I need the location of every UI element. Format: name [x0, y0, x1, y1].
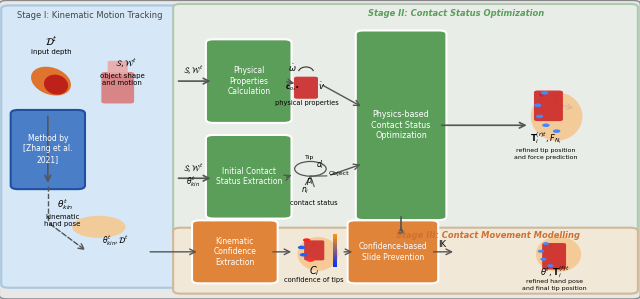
Text: physical properties: physical properties	[275, 100, 339, 106]
Text: $\theta^t_{kin}, \mathcal{D}^t$: $\theta^t_{kin}, \mathcal{D}^t$	[102, 233, 129, 248]
FancyBboxPatch shape	[333, 241, 337, 243]
Ellipse shape	[44, 75, 68, 94]
FancyBboxPatch shape	[356, 30, 447, 220]
Circle shape	[542, 123, 550, 127]
FancyBboxPatch shape	[333, 243, 337, 244]
Circle shape	[536, 115, 543, 118]
Circle shape	[307, 258, 314, 262]
FancyBboxPatch shape	[173, 4, 638, 236]
FancyBboxPatch shape	[192, 220, 278, 283]
FancyBboxPatch shape	[333, 258, 337, 260]
Text: $d_i$: $d_i$	[316, 158, 324, 171]
FancyBboxPatch shape	[333, 253, 337, 255]
Text: kinematic
hand pose: kinematic hand pose	[44, 214, 81, 228]
Text: confidence of tips: confidence of tips	[284, 277, 344, 283]
Text: $\mathcal{D}^t$: $\mathcal{D}^t$	[45, 34, 58, 48]
Circle shape	[538, 250, 544, 253]
Text: $\mathbf{c}_o$,$\bullet$: $\mathbf{c}_o$,$\bullet$	[285, 84, 300, 93]
Text: Confidence-based
Slide Prevention: Confidence-based Slide Prevention	[358, 242, 428, 262]
FancyBboxPatch shape	[333, 239, 337, 241]
Text: Physics-based
Contact Status
Optimization: Physics-based Contact Status Optimizatio…	[371, 110, 431, 140]
Circle shape	[541, 91, 548, 95]
FancyBboxPatch shape	[333, 244, 337, 246]
Text: $\dot{\omega}$: $\dot{\omega}$	[289, 62, 297, 74]
Circle shape	[540, 258, 547, 261]
Ellipse shape	[536, 237, 581, 272]
Text: input depth: input depth	[31, 49, 71, 55]
Text: Stage II: Contact Status Optimization: Stage II: Contact Status Optimization	[368, 9, 544, 18]
Text: refined tip position: refined tip position	[516, 148, 575, 153]
FancyBboxPatch shape	[1, 5, 185, 288]
Text: $\theta^t, \mathbf{T}_i^{(f)t}$: $\theta^t, \mathbf{T}_i^{(f)t}$	[540, 264, 570, 280]
FancyBboxPatch shape	[333, 238, 337, 239]
Circle shape	[534, 103, 541, 107]
FancyBboxPatch shape	[333, 236, 337, 238]
FancyBboxPatch shape	[333, 234, 337, 236]
Text: contact status: contact status	[291, 200, 338, 206]
FancyBboxPatch shape	[348, 220, 438, 283]
Text: $C_i$: $C_i$	[309, 264, 319, 278]
Text: $\theta^t_{kin}$: $\theta^t_{kin}$	[186, 174, 200, 189]
FancyBboxPatch shape	[333, 255, 337, 256]
FancyBboxPatch shape	[333, 248, 337, 250]
Text: Object: Object	[329, 171, 349, 176]
FancyBboxPatch shape	[542, 243, 566, 269]
Text: $\mathbf{T}_i^{(r)t}, F_{N_i}$: $\mathbf{T}_i^{(r)t}, F_{N_i}$	[530, 130, 562, 146]
FancyBboxPatch shape	[173, 228, 638, 294]
Ellipse shape	[72, 216, 125, 238]
Text: $\mathcal{S}, \mathcal{W}^t$: $\mathcal{S}, \mathcal{W}^t$	[183, 63, 204, 77]
Circle shape	[547, 264, 554, 267]
FancyBboxPatch shape	[333, 265, 337, 267]
FancyBboxPatch shape	[304, 240, 324, 260]
Text: Kinematic
Confidence
Extraction: Kinematic Confidence Extraction	[213, 237, 256, 267]
FancyBboxPatch shape	[206, 135, 292, 219]
FancyBboxPatch shape	[108, 61, 128, 75]
Text: Stage III: Contact Movement Modelling: Stage III: Contact Movement Modelling	[396, 231, 580, 240]
FancyBboxPatch shape	[333, 261, 337, 263]
FancyBboxPatch shape	[333, 251, 337, 253]
Text: IK: IK	[438, 239, 446, 248]
FancyBboxPatch shape	[101, 72, 134, 103]
FancyBboxPatch shape	[333, 263, 337, 265]
Text: Initial Contact
Status Extraction: Initial Contact Status Extraction	[216, 167, 282, 187]
Text: Method by
[Zhang et al.
2021]: Method by [Zhang et al. 2021]	[23, 134, 72, 164]
FancyBboxPatch shape	[333, 256, 337, 258]
Ellipse shape	[531, 92, 582, 141]
Text: $\dot{v}$: $\dot{v}$	[318, 80, 325, 92]
Text: $\theta^t_{kin}$: $\theta^t_{kin}$	[57, 197, 74, 212]
FancyBboxPatch shape	[11, 110, 85, 189]
FancyBboxPatch shape	[534, 91, 563, 121]
Ellipse shape	[298, 237, 339, 271]
Ellipse shape	[31, 67, 71, 95]
Text: $\mathcal{S}, \mathcal{W}^t$: $\mathcal{S}, \mathcal{W}^t$	[115, 57, 138, 70]
Text: and force prediction: and force prediction	[514, 155, 578, 160]
Text: $n_i$: $n_i$	[301, 186, 310, 196]
Text: and final tip position: and final tip position	[522, 286, 587, 291]
FancyBboxPatch shape	[294, 77, 318, 99]
Circle shape	[553, 129, 561, 133]
Text: Physical
Properties
Calculation: Physical Properties Calculation	[227, 66, 270, 96]
Text: object shape
and motion: object shape and motion	[100, 73, 145, 86]
Text: $p_i$: $p_i$	[306, 176, 314, 187]
Text: refined hand pose: refined hand pose	[526, 279, 583, 284]
Text: Tip: Tip	[305, 155, 314, 160]
Text: $\mathcal{S}, \mathcal{W}^t$: $\mathcal{S}, \mathcal{W}^t$	[183, 162, 204, 175]
Circle shape	[543, 242, 549, 245]
FancyBboxPatch shape	[333, 246, 337, 248]
FancyBboxPatch shape	[333, 250, 337, 251]
Circle shape	[303, 238, 310, 242]
Circle shape	[298, 246, 305, 249]
Text: Stage I: Kinematic Motion Tracking: Stage I: Kinematic Motion Tracking	[17, 11, 163, 20]
FancyBboxPatch shape	[333, 260, 337, 261]
FancyBboxPatch shape	[206, 39, 292, 123]
Circle shape	[300, 253, 307, 257]
